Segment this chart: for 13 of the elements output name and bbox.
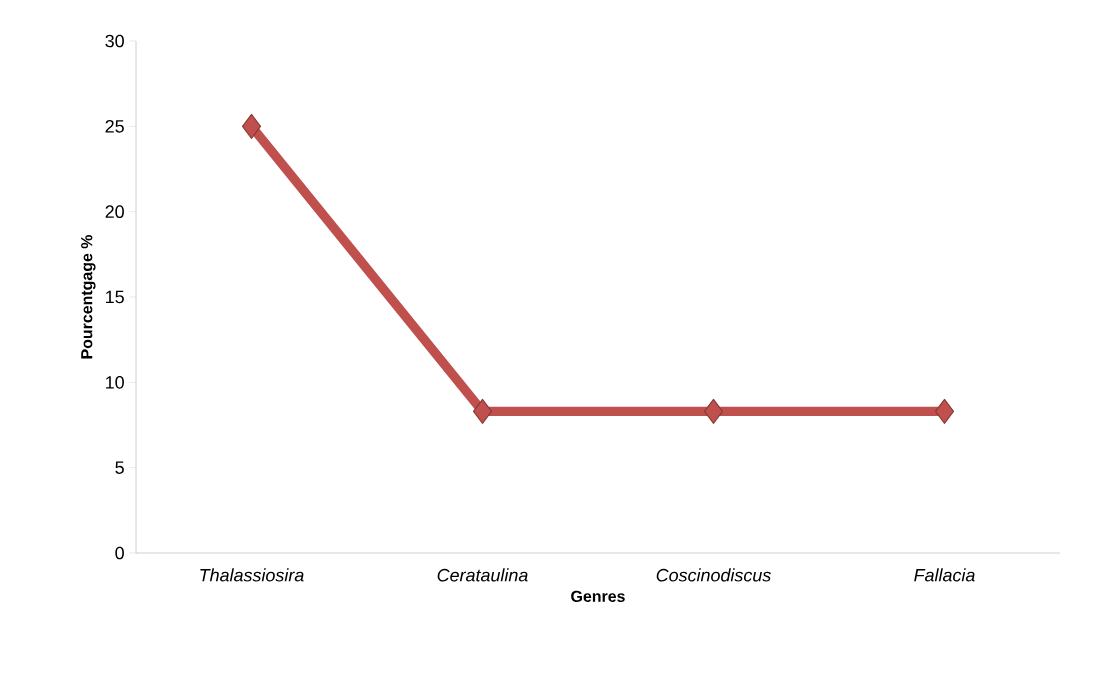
y-tick-label: 5 [115, 461, 124, 474]
y-tick-label: 10 [106, 375, 124, 389]
y-tick-label: 20 [105, 205, 124, 219]
x-tick-label: Thalassiosira [200, 568, 304, 582]
y-tick-label: 0 [115, 546, 124, 560]
x-axis-title: Genres [571, 590, 625, 602]
x-tick-label: Coscinodiscus [656, 568, 771, 582]
y-tick-label: 25 [105, 119, 124, 133]
x-tick-label: Fallacia [914, 568, 975, 582]
x-tick-label: Cerataulina [437, 568, 528, 582]
y-tick-label: 30 [105, 34, 124, 48]
y-tick-label: 15 [106, 290, 124, 304]
y-axis-title: Pourcentgage % [81, 234, 96, 359]
